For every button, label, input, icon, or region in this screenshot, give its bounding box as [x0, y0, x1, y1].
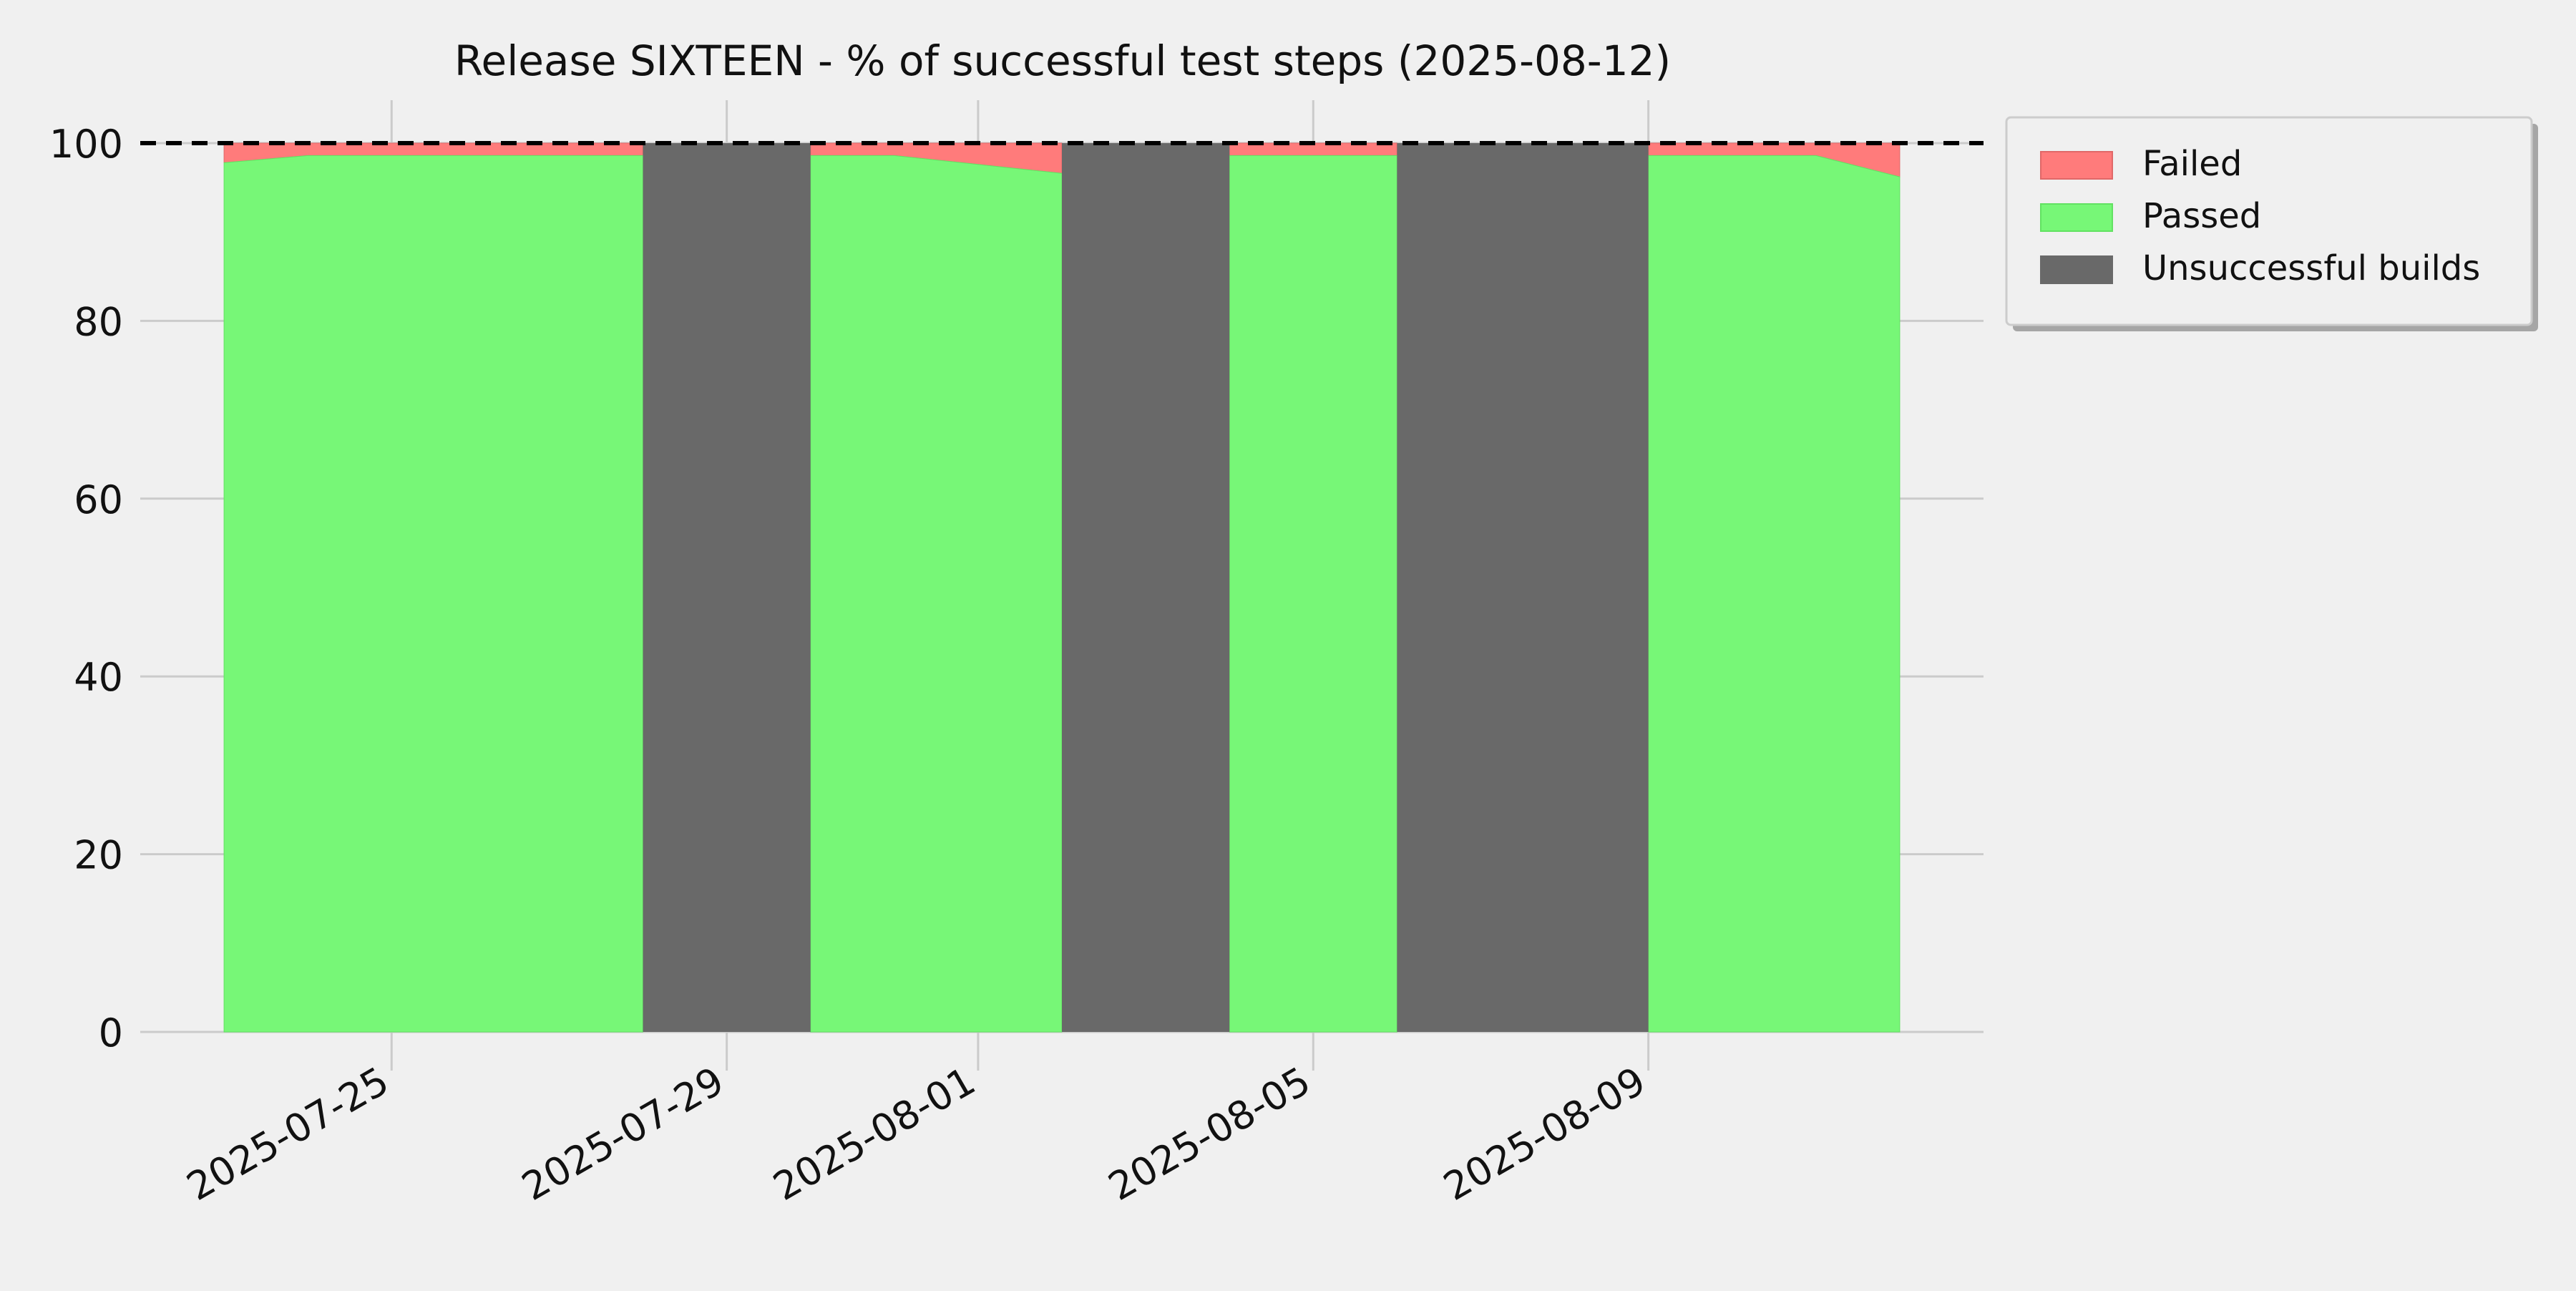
y-axis: 0 20 40 60 80 100 — [49, 122, 123, 1056]
y-tick-label: 60 — [74, 477, 123, 522]
passed-area — [1229, 155, 1397, 1033]
x-tick-label: 2025-08-05 — [1101, 1058, 1317, 1209]
legend-swatch — [2040, 151, 2113, 180]
unsuccessful-build-block — [1397, 143, 1649, 1032]
passed-area — [810, 155, 1063, 1033]
legend-label: Passed — [2142, 196, 2261, 236]
legend-label: Unsuccessful builds — [2142, 248, 2480, 288]
x-tick-label: 2025-07-25 — [179, 1058, 396, 1209]
unsuccessful-build-block — [643, 143, 811, 1032]
legend-label: Failed — [2142, 144, 2242, 184]
passed-area — [223, 155, 644, 1033]
y-tick-label: 40 — [74, 655, 123, 700]
x-tick-label: 2025-08-01 — [766, 1058, 982, 1209]
y-tick-label: 80 — [74, 299, 123, 344]
legend-box — [2005, 116, 2533, 326]
x-tick-label: 2025-07-29 — [514, 1058, 731, 1209]
x-tick-label: 2025-08-09 — [1436, 1058, 1653, 1209]
y-tick-label: 0 — [99, 1010, 123, 1056]
legend: Failed Passed Unsuccessful builds — [2005, 116, 2538, 331]
legend-swatch — [2040, 255, 2113, 284]
x-axis: 2025-07-25 2025-07-29 2025-08-01 2025-08-05… — [179, 1058, 1653, 1209]
area-layer — [223, 142, 1901, 1033]
passed-area — [1648, 155, 1901, 1033]
legend-swatch — [2040, 203, 2113, 232]
unsuccessful-build-block — [1062, 143, 1230, 1032]
chart-title: Release SIXTEEN - % of successful test s… — [454, 36, 1671, 85]
y-tick-label: 100 — [49, 122, 123, 167]
y-tick-label: 20 — [74, 833, 123, 878]
unsuccessful-builds-layer — [643, 143, 1649, 1032]
